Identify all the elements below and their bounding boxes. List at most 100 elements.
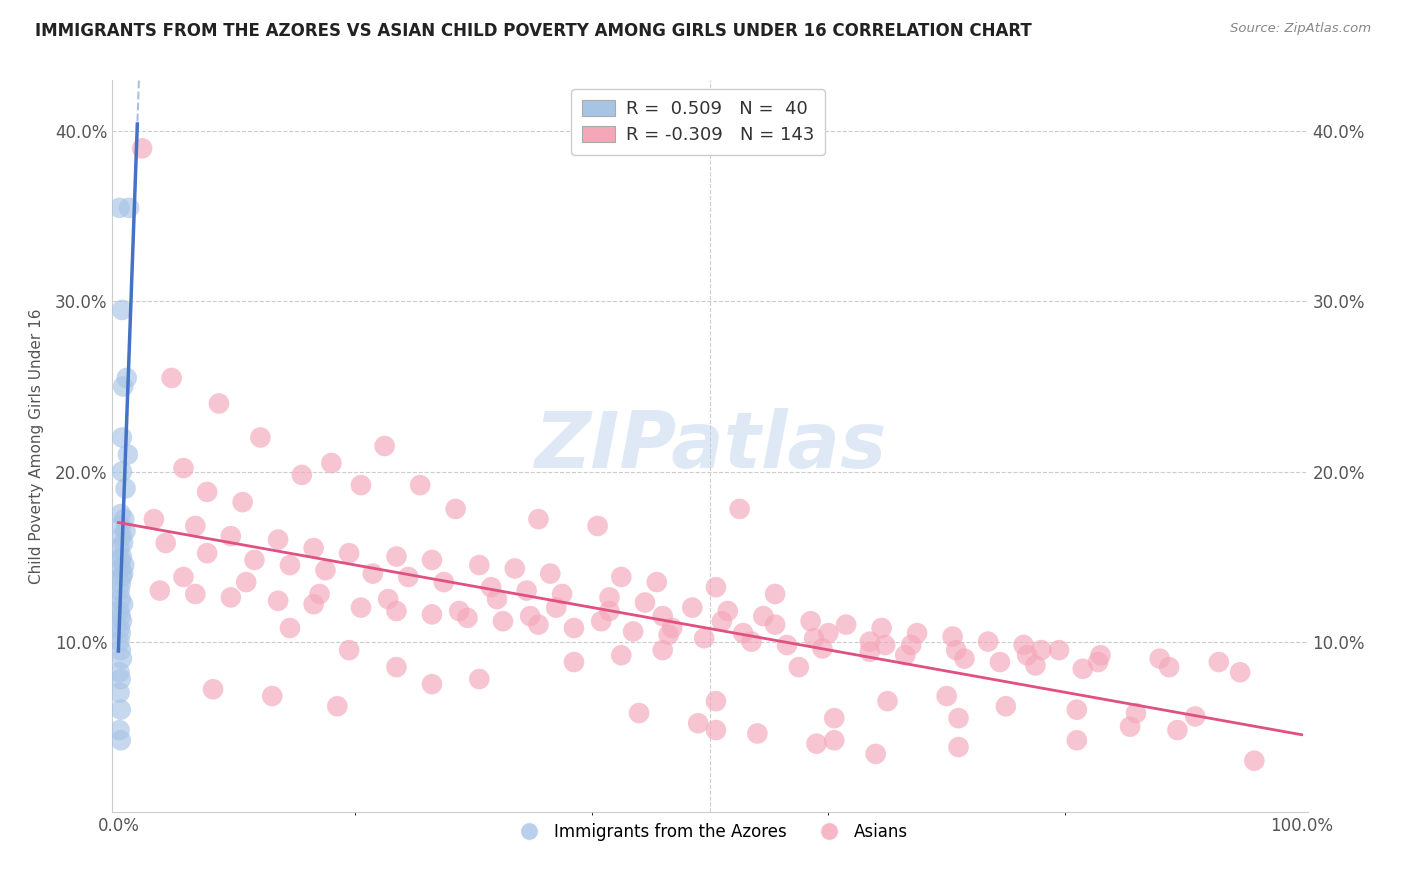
Point [503,561,526,575]
Point [112,379,135,393]
Point [562,655,585,669]
Point [149,583,172,598]
Point [1119,720,1142,734]
Point [817,626,839,640]
Point [598,591,620,605]
Point [232,495,254,509]
Point [267,594,290,608]
Point [763,587,786,601]
Point [337,546,360,560]
Point [111,465,134,479]
Point [108,634,131,648]
Legend: Immigrants from the Azores, Asians: Immigrants from the Azores, Asians [506,816,914,847]
Point [155,536,177,550]
Point [110,592,132,607]
Point [326,699,349,714]
Point [835,617,858,632]
Point [110,519,132,533]
Point [551,587,574,601]
Point [110,609,132,624]
Point [865,747,887,761]
Point [385,604,408,618]
Point [935,689,957,703]
Point [1090,648,1112,663]
Point [610,648,633,663]
Point [728,502,751,516]
Point [538,566,561,581]
Point [740,634,762,648]
Point [111,549,134,564]
Point [1243,754,1265,768]
Point [787,660,810,674]
Point [302,541,325,555]
Point [710,614,733,628]
Point [111,302,134,317]
Point [621,624,644,639]
Point [1208,655,1230,669]
Point [905,626,928,640]
Point [468,558,491,572]
Point [108,621,131,635]
Point [1047,643,1070,657]
Point [385,549,408,564]
Point [661,621,683,635]
Point [628,706,651,720]
Point [945,643,967,657]
Point [527,512,550,526]
Point [942,630,965,644]
Point [900,638,922,652]
Point [112,512,135,526]
Point [337,643,360,657]
Point [894,648,917,663]
Point [645,575,668,590]
Point [321,456,343,470]
Point [131,141,153,155]
Point [110,703,132,717]
Point [385,660,408,674]
Point [108,541,131,555]
Point [108,686,131,700]
Point [876,694,898,708]
Point [110,672,132,686]
Point [519,609,541,624]
Point [870,621,893,635]
Point [262,689,284,703]
Point [948,740,970,755]
Point [688,716,710,731]
Point [704,723,727,737]
Point [747,726,769,740]
Text: IMMIGRANTS FROM THE AZORES VS ASIAN CHILD POVERTY AMONG GIRLS UNDER 16 CORRELATI: IMMIGRANTS FROM THE AZORES VS ASIAN CHIL… [35,22,1032,40]
Point [875,638,897,652]
Point [800,614,823,628]
Point [1066,733,1088,747]
Point [811,641,834,656]
Point [1071,662,1094,676]
Point [456,611,478,625]
Point [1031,643,1053,657]
Point [108,604,131,618]
Point [598,604,620,618]
Point [546,600,568,615]
Point [219,591,242,605]
Point [733,626,755,640]
Point [361,566,384,581]
Point [651,643,673,657]
Point [658,628,681,642]
Point [195,484,218,499]
Point [118,201,141,215]
Point [823,711,845,725]
Point [110,553,132,567]
Point [172,461,194,475]
Point [278,621,301,635]
Point [110,576,132,591]
Point [1229,665,1251,680]
Point [108,665,131,680]
Point [208,396,231,410]
Point [115,371,138,385]
Point [114,524,136,538]
Point [449,604,471,618]
Point [988,655,1011,669]
Point [291,467,314,482]
Point [377,592,399,607]
Point [308,587,330,601]
